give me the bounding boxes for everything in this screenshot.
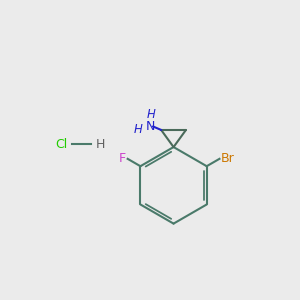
Text: F: F (119, 152, 126, 165)
Text: H: H (95, 138, 105, 151)
Text: H: H (147, 108, 156, 121)
Text: H: H (133, 123, 142, 136)
Text: N: N (145, 120, 155, 133)
Text: Br: Br (221, 152, 235, 165)
Text: Cl: Cl (56, 138, 68, 151)
